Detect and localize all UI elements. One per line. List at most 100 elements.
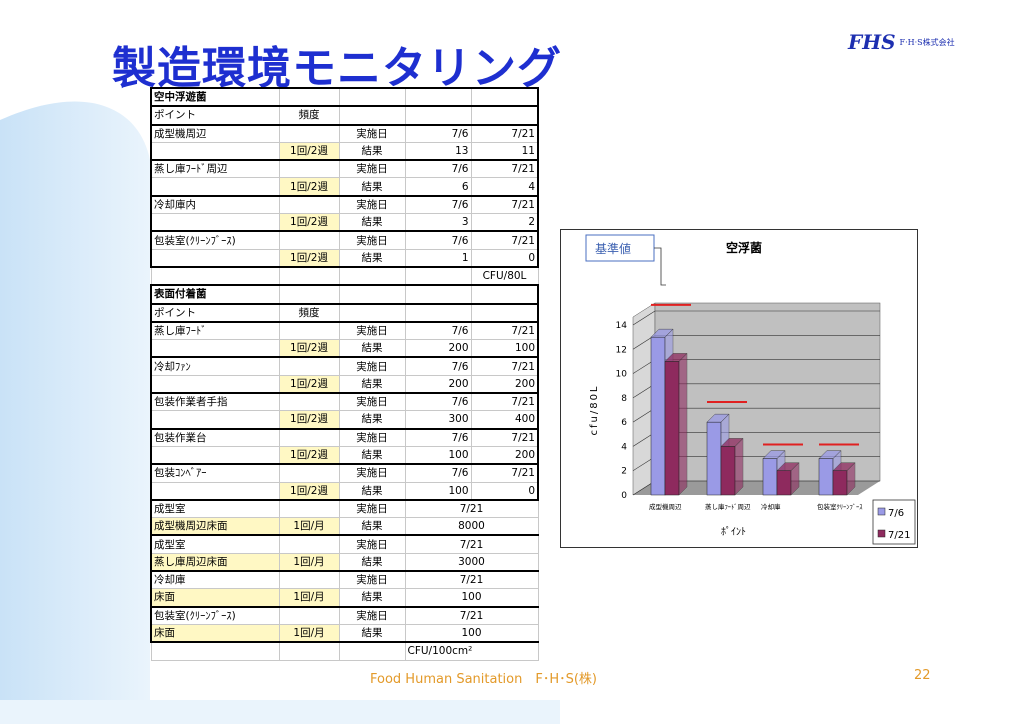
cell-freq: 1回/月 bbox=[278, 517, 340, 537]
cell-label bbox=[338, 105, 406, 126]
cell-point: 包装室(ｸﾘｰﾝﾌﾞｰｽ) bbox=[150, 230, 280, 250]
table-row-bottom2: 成型機周辺床面 1回/月 結果 8000 bbox=[150, 517, 539, 537]
table-row-bottom2: 蒸し庫周辺床面 1回/月 結果 3000 bbox=[150, 552, 539, 573]
table-row-top: 蒸し庫ﾌｰﾄﾞ周辺 実施日 7/6 7/21 bbox=[150, 159, 539, 179]
cell-freq bbox=[278, 356, 340, 376]
cell-freq bbox=[278, 266, 340, 286]
cell-label: 結果 bbox=[338, 517, 406, 537]
callout-bracket bbox=[654, 247, 666, 286]
bar-7-21 bbox=[776, 470, 792, 496]
cell-freq bbox=[278, 570, 340, 590]
bar-7-21 bbox=[832, 470, 848, 496]
cell-val1: 7/6 bbox=[404, 463, 472, 483]
cell-freq: 1回/月 bbox=[278, 552, 340, 573]
cell-label: 結果 bbox=[338, 248, 406, 268]
table-row-top: 成型機周辺 実施日 7/6 7/21 bbox=[150, 123, 539, 143]
page-number: 22 bbox=[914, 668, 931, 683]
table-row-top2: 成型室 実施日 7/21 bbox=[150, 498, 539, 519]
y-axis-label: cfu/80L bbox=[589, 384, 600, 435]
page-title: 製造環境モニタリング bbox=[112, 43, 562, 94]
cell-val1: 100 bbox=[404, 481, 472, 501]
cell-val1: 200 bbox=[404, 339, 472, 359]
bar-side bbox=[846, 462, 856, 496]
cell-point: ポイント bbox=[150, 302, 280, 323]
cell-label: 結果 bbox=[338, 481, 406, 501]
cell-point: 蒸し庫周辺床面 bbox=[150, 552, 280, 573]
cell-val2: 4 bbox=[470, 177, 539, 197]
cell-val2: 0 bbox=[470, 248, 539, 268]
cell-label: 結果 bbox=[338, 623, 406, 644]
cell-point bbox=[150, 445, 280, 466]
cell-val1: 3000 bbox=[404, 552, 539, 573]
cell-point: 成型機周辺 bbox=[150, 123, 280, 143]
cell-label: 実施日 bbox=[338, 463, 406, 483]
y-tick-label: 2 bbox=[621, 467, 627, 477]
cell-freq: 1回/2週 bbox=[278, 177, 340, 197]
cell-val2: 200 bbox=[470, 374, 539, 395]
cell-val2: 7/21 bbox=[470, 194, 539, 215]
cell-point bbox=[150, 266, 280, 286]
cell-val1: 7/21 bbox=[404, 498, 539, 519]
cell-val1: 7/6 bbox=[404, 320, 472, 341]
cell-val1: 100 bbox=[404, 623, 539, 644]
cell-val2: 7/21 bbox=[470, 320, 539, 341]
cell-label: 実施日 bbox=[338, 123, 406, 143]
table-row-bottom: 1回/2週 結果 1 0 bbox=[150, 248, 539, 268]
table-row-bottom: 1回/2週 結果 100 200 bbox=[150, 445, 539, 466]
x-axis-label: ﾎﾟｲﾝﾄ bbox=[721, 526, 746, 538]
logo-text: F·H·S株式会社 bbox=[899, 37, 955, 47]
cell-val2 bbox=[470, 284, 539, 305]
cell-val1 bbox=[404, 284, 472, 305]
cell-val2: 400 bbox=[470, 410, 539, 430]
cell-val1: 3 bbox=[404, 213, 472, 233]
cell-point bbox=[150, 339, 280, 359]
table-row-top: 包装ｺﾝﾍﾞｱｰ 実施日 7/6 7/21 bbox=[150, 463, 539, 483]
cell-val1: 100 bbox=[404, 588, 539, 608]
cell-point: 冷却ﾌｧﾝ bbox=[150, 356, 280, 376]
cell-freq: 1回/月 bbox=[278, 623, 340, 644]
table-row-bottom: 1回/2週 結果 6 4 bbox=[150, 177, 539, 197]
callout-box bbox=[585, 234, 655, 262]
cell-label: 結果 bbox=[338, 552, 406, 573]
table-row-section: 空中浮遊菌 bbox=[150, 86, 539, 108]
y-tick-label: 6 bbox=[621, 418, 627, 428]
cell-label: 結果 bbox=[338, 213, 406, 233]
cell-point bbox=[150, 177, 280, 197]
cell-label: 実施日 bbox=[338, 194, 406, 215]
cell-val1: 200 bbox=[404, 374, 472, 395]
cell-label: 結果 bbox=[338, 339, 406, 359]
table-row-top: 蒸し庫ﾌｰﾄﾞ 実施日 7/6 7/21 bbox=[150, 320, 539, 341]
cell-freq bbox=[278, 194, 340, 215]
cell-val2: 11 bbox=[470, 141, 539, 162]
cell-label: 実施日 bbox=[338, 230, 406, 250]
bar-7-21 bbox=[720, 446, 736, 496]
table-row-top: 包装作業台 実施日 7/6 7/21 bbox=[150, 427, 539, 447]
x-tick-label: 冷却庫 bbox=[761, 502, 781, 511]
cell-point bbox=[150, 410, 280, 430]
callout-text: 基準値 bbox=[595, 241, 631, 256]
table-row-bottom: 1回/2週 結果 200 200 bbox=[150, 374, 539, 395]
legend-label: 7/21 bbox=[888, 530, 910, 541]
y-tick-label: 12 bbox=[616, 345, 627, 355]
cell-point: 成型室 bbox=[150, 498, 280, 519]
cell-freq: 1回/2週 bbox=[278, 445, 340, 466]
table-row-bottom: 1回/2週 結果 300 400 bbox=[150, 410, 539, 430]
cell-point: 包装ｺﾝﾍﾞｱｰ bbox=[150, 463, 280, 483]
cell-freq: 1回/2週 bbox=[278, 213, 340, 233]
cell-point: ポイント bbox=[150, 105, 280, 126]
cell-label bbox=[338, 302, 406, 323]
cell-point: 冷却庫 bbox=[150, 570, 280, 590]
table-row-section: 表面付着菌 bbox=[150, 284, 539, 305]
cell-freq bbox=[278, 463, 340, 483]
cell-val2 bbox=[470, 86, 539, 108]
cell-val2: 0 bbox=[470, 481, 539, 501]
cell-val1: 7/6 bbox=[404, 392, 472, 412]
chart-floor bbox=[633, 481, 880, 495]
cell-freq bbox=[278, 123, 340, 143]
cell-label: 実施日 bbox=[338, 159, 406, 179]
cell-freq bbox=[278, 641, 340, 661]
cell-freq bbox=[278, 284, 340, 305]
cell-val2: 7/21 bbox=[470, 230, 539, 250]
y-tick-label: 14 bbox=[616, 321, 628, 331]
